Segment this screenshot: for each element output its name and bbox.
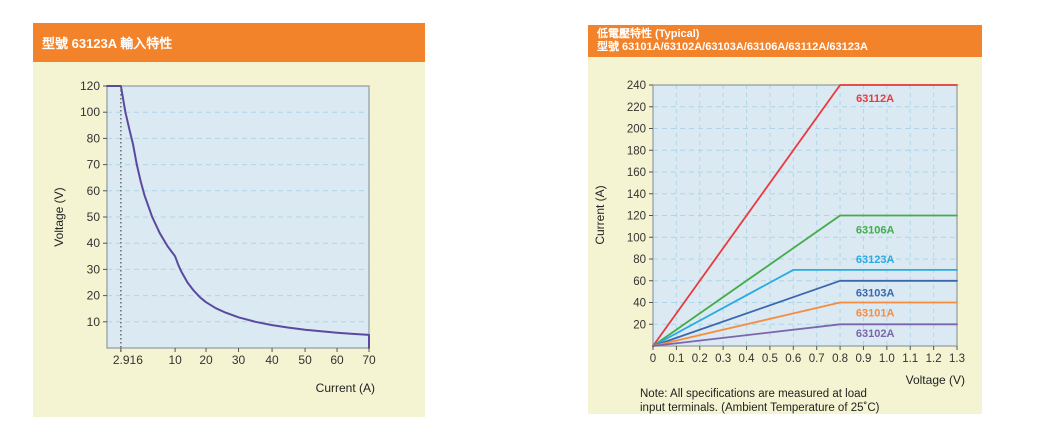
right-chart-panel: 低電壓特性 (Typical) 型號 63101A/63102A/63103A/… <box>588 25 982 414</box>
y-tick-label: 100 <box>80 105 100 119</box>
right-panel-header: 低電壓特性 (Typical) 型號 63101A/63102A/63103A/… <box>588 25 982 57</box>
x-tick-label: 2.916 <box>113 353 143 367</box>
series-line-63101A <box>652 301 958 347</box>
series-line-63123A <box>652 268 958 347</box>
series-line-63123A <box>106 85 370 349</box>
right-panel-title-line1: 低電壓特性 (Typical) <box>597 27 700 40</box>
y-tick-label: 40 <box>87 236 101 250</box>
x-tick-label: 0.2 <box>692 353 708 365</box>
y-axis-title: Voltage (V) <box>52 187 66 246</box>
chart-note: Note: All specifications are measured at… <box>640 387 970 415</box>
x-tick-label: 0 <box>650 353 656 365</box>
y-tick-label: 50 <box>87 210 101 224</box>
x-tick-label: 0.3 <box>715 353 731 365</box>
y-tick-label: 40 <box>633 298 646 310</box>
chart-note-line1: Note: All specifications are measured at… <box>640 388 867 400</box>
x-tick-label: 0.1 <box>668 353 684 365</box>
series-line-63102A <box>652 323 958 347</box>
x-tick-label: 1.0 <box>879 353 895 365</box>
series-label-63123A: 63123A <box>856 254 895 266</box>
y-tick-label: 10 <box>87 315 101 329</box>
series-label-63103A: 63103A <box>856 288 895 300</box>
x-tick-label: 10 <box>168 353 182 367</box>
x-tick-label: 1.1 <box>902 353 918 365</box>
x-tick-label: 1.3 <box>949 353 965 365</box>
x-tick-label: 50 <box>298 353 312 367</box>
y-tick-label: 30 <box>87 262 101 276</box>
low-voltage-characteristic-chart: 0 0.1 0.2 0.3 0.4 0.5 0.6 0.7 0.8 0.9 1.0 1.1 1.2 1.3… <box>593 80 965 387</box>
y-tick-label: 70 <box>87 158 101 172</box>
right-panel-body: 0 0.1 0.2 0.3 0.4 0.5 0.6 0.7 0.8 0.9 1.0 1.1 1.2 1.3… <box>588 57 982 414</box>
y-tick-label: 160 <box>627 167 646 179</box>
input-characteristic-chart: 2.916 10 20 30 40 50 60 70 120 100 80 70 60 50 40 30 20 1… <box>52 79 376 395</box>
y-tick-label: 80 <box>633 254 646 266</box>
x-tick-label: 0.5 <box>762 353 778 365</box>
series-line-63106A <box>652 214 958 347</box>
x-axis-title: Current (A) <box>316 381 375 395</box>
x-tick-label: 40 <box>265 353 279 367</box>
right-panel-title-line2: 型號 63101A/63102A/63103A/63106A/63112A/63… <box>597 41 868 53</box>
series-label-63112A: 63112A <box>856 93 894 105</box>
y-tick-label: 20 <box>87 289 101 303</box>
x-tick-label: 1.2 <box>926 353 942 365</box>
y-axis-title: Current (A) <box>593 185 607 244</box>
left-panel-title: 型號 63123A 輸入特性 <box>42 36 173 51</box>
y-tick-label: 20 <box>633 319 646 331</box>
x-axis-title: Voltage (V) <box>906 373 965 387</box>
chart-note-line2: input terminals. (Ambient Temperature of… <box>640 402 880 414</box>
x-tick-label: 70 <box>362 353 376 367</box>
y-tick-label: 80 <box>87 131 101 145</box>
y-tick-label: 240 <box>627 80 646 92</box>
y-tick-label: 180 <box>627 145 646 157</box>
x-tick-label: 0.6 <box>785 353 801 365</box>
x-tick-label: 20 <box>199 353 213 367</box>
x-tick-label: 60 <box>330 353 344 367</box>
series-label-63101A: 63101A <box>856 307 895 319</box>
series-label-63102A: 63102A <box>856 328 895 340</box>
series-line-63112A <box>652 84 958 347</box>
x-tick-label: 0.4 <box>739 353 756 365</box>
y-tick-label: 120 <box>627 211 646 223</box>
left-panel-body: 2.916 10 20 30 40 50 60 70 120 100 80 70 60 50 40 30 20 1… <box>33 62 425 417</box>
y-tick-label: 120 <box>80 79 100 93</box>
y-tick-label: 140 <box>627 189 646 201</box>
left-panel-header: 型號 63123A 輸入特性 <box>33 23 425 62</box>
x-tick-label: 30 <box>232 353 246 367</box>
y-tick-label: 200 <box>627 124 646 136</box>
y-tick-label: 60 <box>633 276 646 288</box>
y-tick-label: 220 <box>627 102 646 114</box>
x-tick-label: 0.8 <box>832 353 848 365</box>
y-tick-label: 60 <box>87 184 101 198</box>
x-tick-label: 0.9 <box>855 353 871 365</box>
series-label-63106A: 63106A <box>856 225 895 237</box>
y-tick-label: 100 <box>627 232 646 244</box>
left-chart-panel: 型號 63123A 輸入特性 2.916 10 20 30 40 50 60 70 120 100… <box>33 23 425 417</box>
x-tick-label: 0.7 <box>809 353 825 365</box>
series-line-63103A <box>652 279 958 347</box>
